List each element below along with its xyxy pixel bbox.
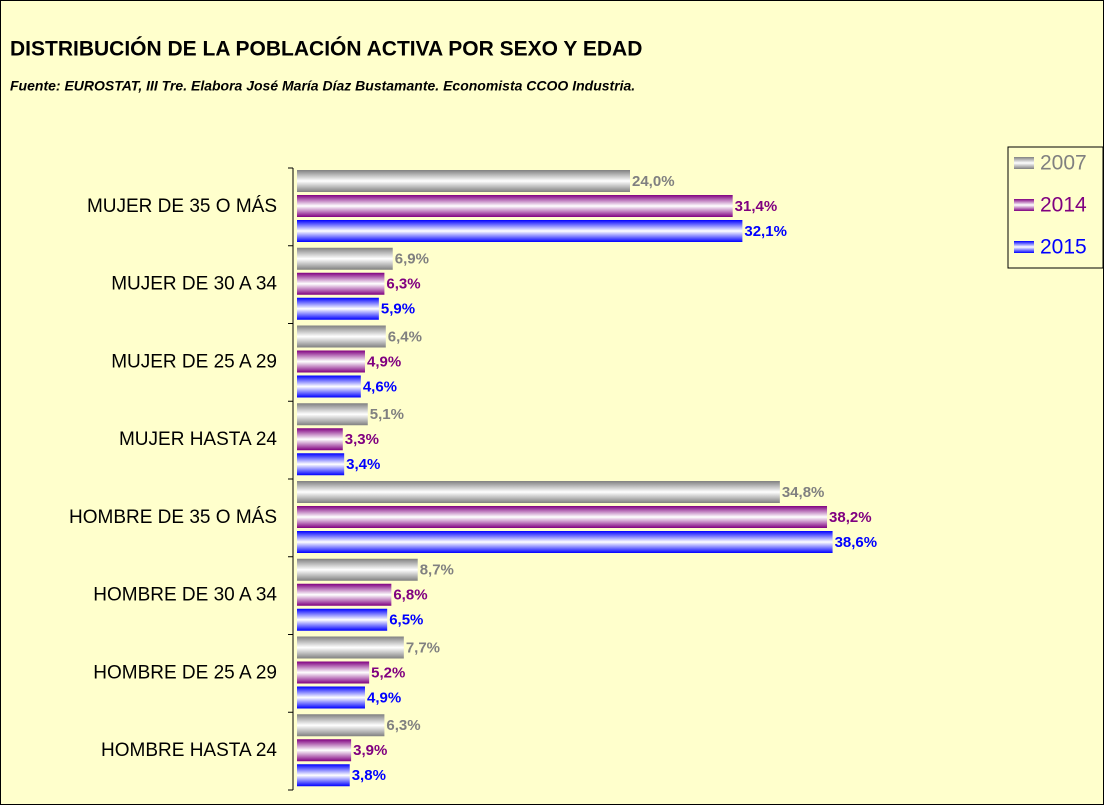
legend-swatch: [1014, 199, 1034, 211]
legend-label: 2014: [1040, 194, 1087, 217]
category-label: HOMBRE DE 35 O MÁS: [69, 507, 277, 528]
category-label: HOMBRE DE 30 A 34: [93, 585, 277, 606]
bar: [297, 272, 385, 295]
value-label: 6,8%: [393, 587, 427, 604]
value-label: 3,8%: [352, 767, 386, 784]
bar: [297, 558, 418, 581]
value-label: 3,9%: [353, 742, 387, 759]
bar: [297, 297, 379, 320]
value-label: 4,6%: [363, 378, 397, 395]
value-label: 3,4%: [346, 456, 380, 473]
legend-label: 2015: [1040, 236, 1087, 259]
chart-subtitle: Fuente: EUROSTAT, III Tre. Elabora José …: [10, 78, 635, 94]
value-label: 3,3%: [345, 431, 379, 448]
bar: [297, 531, 833, 553]
bar: [297, 714, 385, 737]
bar: [297, 481, 780, 503]
value-label: 5,9%: [381, 301, 415, 318]
legend-label: 2007: [1040, 152, 1087, 175]
bar: [297, 636, 404, 659]
category-label: HOMBRE HASTA 24: [101, 740, 277, 761]
bar: [297, 686, 365, 709]
value-label: 6,5%: [389, 612, 423, 629]
bar: [297, 583, 392, 606]
value-label: 4,9%: [367, 353, 401, 370]
value-label: 24,0%: [632, 173, 675, 190]
bar: [297, 247, 393, 270]
bar: [297, 739, 352, 762]
bar: [297, 453, 345, 476]
bar: [297, 195, 733, 217]
value-label: 4,9%: [367, 689, 401, 706]
bar: [297, 403, 368, 426]
value-label: 6,3%: [386, 717, 420, 734]
value-label: 6,9%: [395, 251, 429, 268]
bar: [297, 661, 370, 684]
value-label: 6,4%: [388, 328, 422, 345]
legend-swatch: [1014, 241, 1034, 253]
value-label: 5,1%: [370, 406, 404, 423]
category-label: MUJER DE 35 O MÁS: [87, 196, 277, 217]
value-label: 34,8%: [782, 484, 825, 501]
bar: [297, 220, 743, 242]
value-label: 7,7%: [406, 639, 440, 656]
bar: [297, 170, 630, 192]
category-label: MUJER DE 25 A 29: [111, 351, 277, 372]
category-label: MUJER DE 30 A 34: [111, 274, 277, 295]
bar: [297, 608, 388, 631]
value-label: 5,2%: [371, 664, 405, 681]
legend-swatch: [1014, 157, 1034, 169]
value-label: 38,2%: [829, 509, 872, 526]
category-label: HOMBRE DE 25 A 29: [93, 662, 277, 683]
value-label: 6,3%: [386, 276, 420, 293]
value-label: 32,1%: [744, 223, 787, 240]
value-label: 31,4%: [735, 198, 778, 215]
bar: [297, 325, 386, 348]
category-label: MUJER HASTA 24: [119, 429, 277, 450]
value-label: 8,7%: [420, 562, 454, 579]
bar: [297, 764, 350, 787]
bar: [297, 350, 365, 373]
chart-title: DISTRIBUCIÓN DE LA POBLACIÓN ACTIVA POR …: [10, 37, 642, 61]
bar: [297, 428, 343, 451]
value-label: 38,6%: [835, 534, 878, 551]
bar: [297, 375, 361, 398]
bar: [297, 506, 828, 528]
